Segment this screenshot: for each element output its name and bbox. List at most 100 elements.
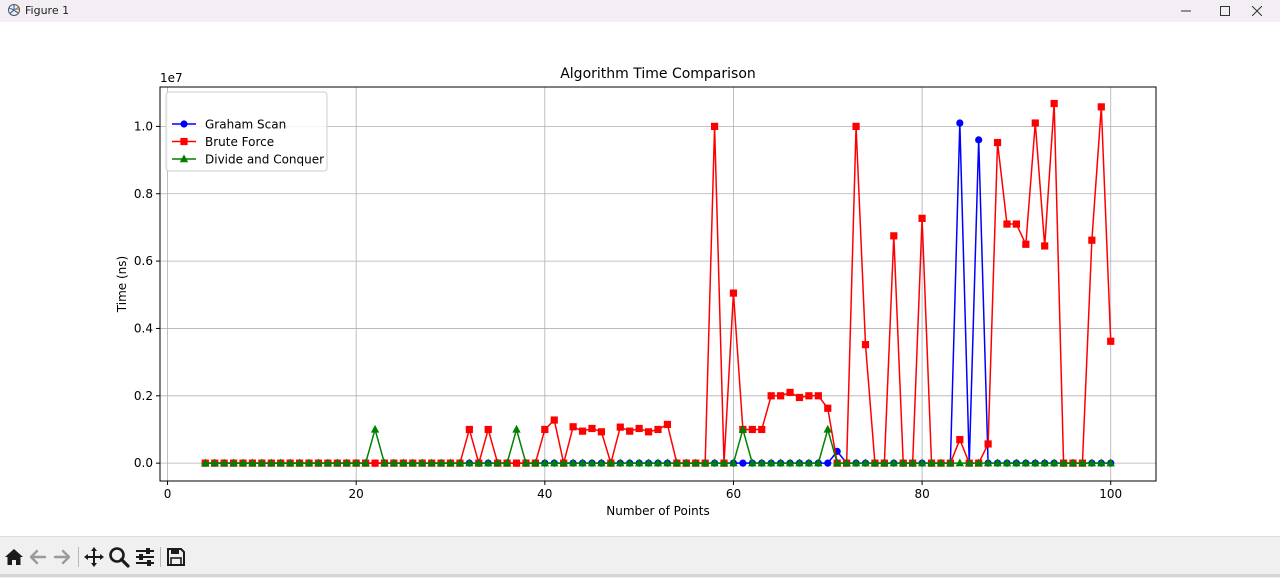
divide-and-conquer-point [361,458,370,467]
y-offset-label: 1e7 [160,71,183,85]
brute-force-point [1012,220,1021,228]
series-divide-and-conquer [201,424,1115,467]
divide-and-conquer-point [1106,458,1115,467]
divide-and-conquer-point [399,458,408,467]
brute-force-point [371,459,379,467]
brute-force-point [861,341,870,349]
divide-and-conquer-point [1059,458,1068,467]
legend-marker-graham-scan [180,120,188,128]
divide-and-conquer-point [314,458,323,467]
divide-and-conquer-point [285,458,295,467]
brute-force-point [748,425,756,434]
divide-and-conquer-point [540,458,550,467]
legend: Graham Scan Brute Force Divide and Conquer [165,91,328,172]
divide-and-conquer-point [408,458,417,467]
y-tick-label: 1.0 [134,119,153,133]
divide-and-conquer-point [946,458,955,467]
brute-force-point [626,427,634,435]
divide-and-conquer-point [606,458,616,467]
x-tick-label: 0 [164,487,172,501]
divide-and-conquer-point [729,458,738,467]
divide-and-conquer-point [597,458,606,467]
divide-and-conquer-point [748,458,757,467]
divide-and-conquer-point [550,458,559,467]
divide-and-conquer-point [1068,458,1078,467]
brute-force-point [484,425,492,434]
brute-force-point [890,232,898,240]
brute-force-point [814,392,822,400]
home-icon [5,549,23,565]
pan-button[interactable] [82,546,106,568]
y-tick-label: 0.8 [134,187,153,201]
divide-and-conquer-point [927,458,936,467]
back-icon [29,549,47,565]
forward-button[interactable] [50,546,74,568]
divide-and-conquer-point [814,458,823,467]
divide-and-conquer-point [465,458,474,467]
series-graham-scan [201,119,1115,467]
brute-force-point [597,428,606,436]
toolbar-separator [160,547,161,567]
divide-and-conquer-point [955,458,965,467]
divide-and-conquer-point [917,458,927,467]
brute-force-point [512,459,521,467]
y-tick-label: 0.0 [134,456,153,470]
divide-and-conquer-point [936,458,946,467]
divide-and-conquer-point [295,458,304,467]
divide-and-conquer-point [219,458,229,467]
divide-and-conquer-point [1087,458,1097,467]
brute-force-point [663,420,672,429]
legend-label-graham-scan: Graham Scan [205,118,286,132]
brute-force-point [644,428,653,436]
brute-force-point [918,214,926,222]
divide-and-conquer-point [851,458,861,467]
divide-and-conquer-point [210,458,219,467]
legend-marker-divide-and-conquer [179,154,189,163]
divide-and-conquer-point [795,458,804,467]
close-button[interactable] [1234,0,1280,22]
configure-subplots-button[interactable] [133,546,157,568]
zoom-icon [109,547,130,568]
save-button[interactable] [164,546,188,568]
divide-and-conquer-point [276,458,285,467]
brute-force-point [984,440,992,448]
divide-and-conquer-point [766,458,776,467]
brute-force-point [795,393,804,402]
brute-force-point [588,424,596,433]
matplotlib-app-icon [8,4,20,16]
divide-and-conquer-point [427,458,436,467]
divide-and-conquer-point [238,458,248,467]
divide-and-conquer-point [267,458,276,467]
divide-and-conquer-point [993,458,1002,467]
figure-canvas[interactable]: 0 20 40 60 80 100 0.0 0.2 0.4 0.6 0.8 1.0 Algorithm… [0,22,1280,536]
pan-icon [84,547,104,567]
minimize-button[interactable] [1163,0,1209,22]
divide-and-conquer-point [474,458,483,467]
navigation-toolbar [0,536,1280,578]
brute-force-point [1003,220,1011,228]
divide-and-conquer-point [559,458,568,467]
divide-and-conquer-point [842,458,851,467]
divide-and-conquer-point [512,424,521,433]
home-button[interactable] [2,546,26,568]
divide-and-conquer-point [1049,458,1059,467]
graham-scan-line [205,122,1111,464]
zoom-button[interactable] [107,546,131,568]
brute-force-point [767,392,775,400]
divide-and-conquer-point [710,458,719,467]
divide-and-conquer-point [568,458,578,467]
divide-and-conquer-point [493,458,502,467]
x-tick-label: 80 [914,487,929,501]
brute-force-point [569,423,577,431]
maximize-button[interactable] [1202,0,1248,22]
series-brute-force [201,99,1115,467]
plot-series [201,99,1115,467]
divide-and-conquer-point [691,458,700,467]
divide-and-conquer-point [899,458,908,467]
legend-label-divide-and-conquer: Divide and Conquer [205,153,324,167]
divide-and-conquer-point [776,458,785,467]
brute-force-point [993,138,1002,147]
back-button[interactable] [26,546,50,568]
divide-and-conquer-point [418,458,427,467]
divide-and-conquer-point [738,424,748,433]
